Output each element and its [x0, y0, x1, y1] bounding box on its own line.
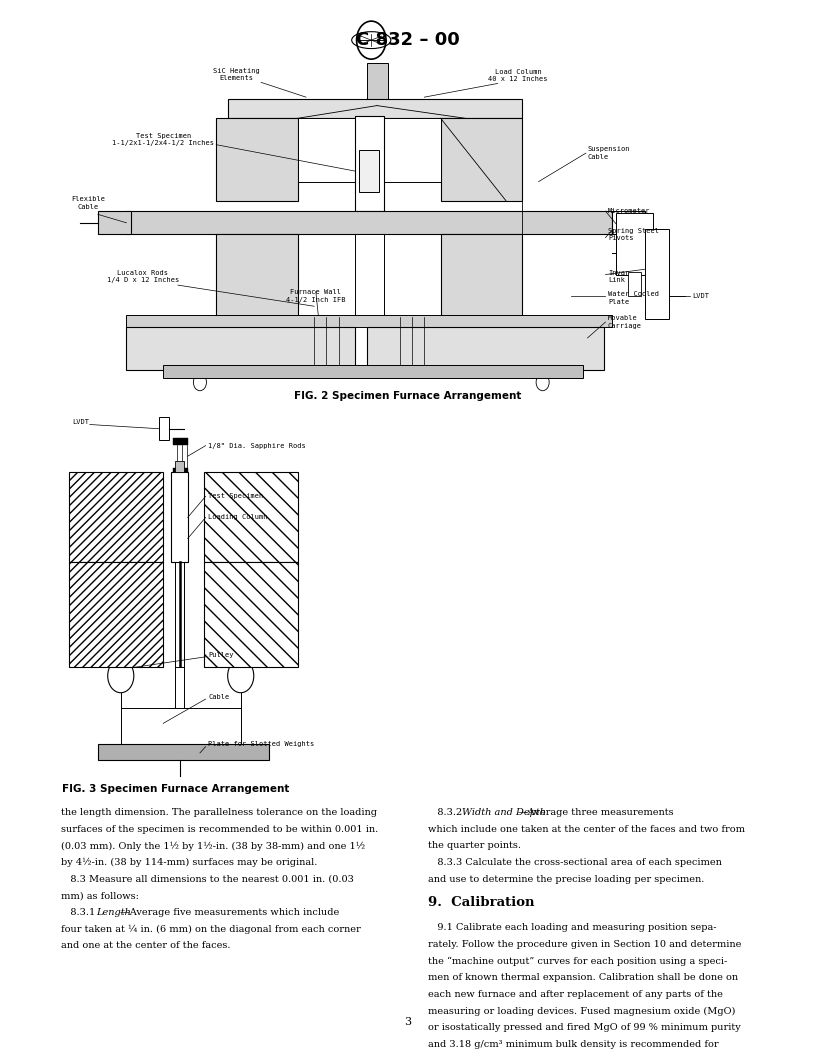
Text: (0.03 mm). Only the 1½ by 1½-in. (38 by 38-mm) and one 1½: (0.03 mm). Only the 1½ by 1½-in. (38 by … — [61, 842, 366, 850]
Text: Suspension
Cable: Suspension Cable — [588, 147, 630, 159]
Text: which include one taken at the center of the faces and two from: which include one taken at the center of… — [428, 825, 745, 833]
Bar — [204, 472, 298, 562]
Text: Load Column
40 x 12 Inches: Load Column 40 x 12 Inches — [489, 69, 548, 82]
Text: Test Specimen
1-1/2x1-1/2x4-1/2 Inches: Test Specimen 1-1/2x1-1/2x4-1/2 Inches — [113, 133, 214, 146]
Text: Water Cooled
Plate: Water Cooled Plate — [608, 291, 659, 304]
Text: Pulley: Pulley — [208, 652, 233, 658]
Text: Width and Depth: Width and Depth — [462, 808, 546, 817]
Bar — [359, 150, 379, 192]
Text: LVDT: LVDT — [72, 419, 89, 426]
Text: FIG. 2 Specimen Furnace Arrangement: FIG. 2 Specimen Furnace Arrangement — [295, 391, 521, 400]
Bar — [163, 365, 583, 378]
Text: Micrometer: Micrometer — [608, 208, 650, 214]
Bar — [216, 118, 298, 201]
Bar — [645, 229, 669, 319]
Bar — [355, 234, 384, 317]
Bar — [126, 315, 612, 327]
Text: and use to determine the precise loading per specimen.: and use to determine the precise loading… — [428, 874, 705, 884]
Bar — [441, 118, 522, 201]
Bar — [628, 272, 641, 296]
Text: 3: 3 — [405, 1017, 411, 1027]
Text: Lucalox Rods
1/4 D x 12 Inches: Lucalox Rods 1/4 D x 12 Inches — [107, 270, 179, 283]
Bar — [616, 213, 653, 275]
Bar — [126, 327, 355, 370]
Text: FIG. 3 Specimen Furnace Arrangement: FIG. 3 Specimen Furnace Arrangement — [62, 784, 289, 793]
Text: the length dimension. The parallelness tolerance on the loading: the length dimension. The parallelness t… — [61, 808, 377, 817]
Text: by 4½-in. (38 by 114-mm) surfaces may be original.: by 4½-in. (38 by 114-mm) surfaces may be… — [61, 857, 317, 867]
Text: each new furnace and after replacement of any parts of the: each new furnace and after replacement o… — [428, 989, 723, 999]
Text: four taken at ¼ in. (6 mm) on the diagonal from each corner: four taken at ¼ in. (6 mm) on the diagon… — [61, 925, 361, 934]
Bar — [69, 562, 163, 667]
Bar — [98, 211, 131, 234]
Text: Loading Column: Loading Column — [208, 514, 268, 521]
Text: Movable
Carriage: Movable Carriage — [608, 316, 642, 328]
Bar — [126, 211, 612, 234]
Text: 8.3.3 Calculate the cross-sectional area of each specimen: 8.3.3 Calculate the cross-sectional area… — [428, 857, 722, 867]
Text: Flexible
Cable: Flexible Cable — [71, 196, 105, 209]
Text: measuring or loading devices. Fused magnesium oxide (MgO): measuring or loading devices. Fused magn… — [428, 1006, 736, 1016]
Bar — [69, 472, 163, 562]
Bar — [367, 63, 388, 106]
Text: and one at the center of the faces.: and one at the center of the faces. — [61, 941, 231, 950]
Bar — [173, 468, 188, 473]
Bar — [173, 438, 188, 445]
Bar — [159, 417, 169, 440]
Text: 9.1 Calibrate each loading and measuring position sepa-: 9.1 Calibrate each loading and measuring… — [428, 923, 717, 932]
Bar — [204, 562, 298, 667]
Text: Spring Steel
Pivots: Spring Steel Pivots — [608, 228, 659, 241]
Bar — [175, 470, 184, 523]
Bar — [175, 667, 184, 708]
Text: Length: Length — [96, 908, 131, 917]
Text: rately. Follow the procedure given in Section 10 and determine: rately. Follow the procedure given in Se… — [428, 940, 742, 948]
Bar — [175, 461, 184, 472]
Text: C 832 – 00: C 832 – 00 — [356, 31, 460, 50]
Bar — [98, 744, 269, 760]
Text: the “machine output” curves for each position using a speci-: the “machine output” curves for each pos… — [428, 957, 728, 965]
Bar — [367, 327, 604, 370]
Text: surfaces of the specimen is recommended to be within 0.001 in.: surfaces of the specimen is recommended … — [61, 825, 379, 833]
Bar — [355, 116, 384, 211]
Bar — [216, 234, 298, 317]
Text: 8.3 Measure all dimensions to the nearest 0.001 in. (0.03: 8.3 Measure all dimensions to the neares… — [61, 874, 354, 884]
Text: Invar
Link: Invar Link — [608, 270, 629, 283]
Text: Test Specimen: Test Specimen — [208, 493, 264, 499]
Text: SiC Heating
Elements: SiC Heating Elements — [213, 68, 260, 81]
Text: mm) as follows:: mm) as follows: — [61, 891, 139, 901]
Text: Cable: Cable — [208, 694, 229, 700]
Bar — [612, 211, 645, 234]
Bar — [171, 472, 188, 562]
Text: and 3.18 g/cm³ minimum bulk density is recommended for: and 3.18 g/cm³ minimum bulk density is r… — [428, 1040, 719, 1049]
Text: Plate for Slotted Weights: Plate for Slotted Weights — [208, 741, 314, 748]
Bar — [298, 118, 355, 182]
Bar — [384, 118, 441, 182]
Text: Furnace Wall
4-1/2 Inch IFB: Furnace Wall 4-1/2 Inch IFB — [286, 289, 345, 303]
Bar — [441, 234, 522, 317]
Text: 8.3.2: 8.3.2 — [428, 808, 466, 817]
Bar — [228, 99, 522, 118]
Text: men of known thermal expansion. Calibration shall be done on: men of known thermal expansion. Calibrat… — [428, 973, 738, 982]
Text: 8.3.1: 8.3.1 — [61, 908, 99, 917]
Text: —Average three measurements: —Average three measurements — [518, 808, 674, 817]
Text: the quarter points.: the quarter points. — [428, 842, 521, 850]
Text: 1/8" Dia. Sapphire Rods: 1/8" Dia. Sapphire Rods — [208, 442, 306, 449]
Text: LVDT: LVDT — [692, 293, 709, 299]
Text: or isostatically pressed and fired MgO of 99 % minimum purity: or isostatically pressed and fired MgO o… — [428, 1023, 741, 1032]
Text: 9.  Calibration: 9. Calibration — [428, 897, 535, 909]
Text: —Average five measurements which include: —Average five measurements which include — [120, 908, 339, 917]
